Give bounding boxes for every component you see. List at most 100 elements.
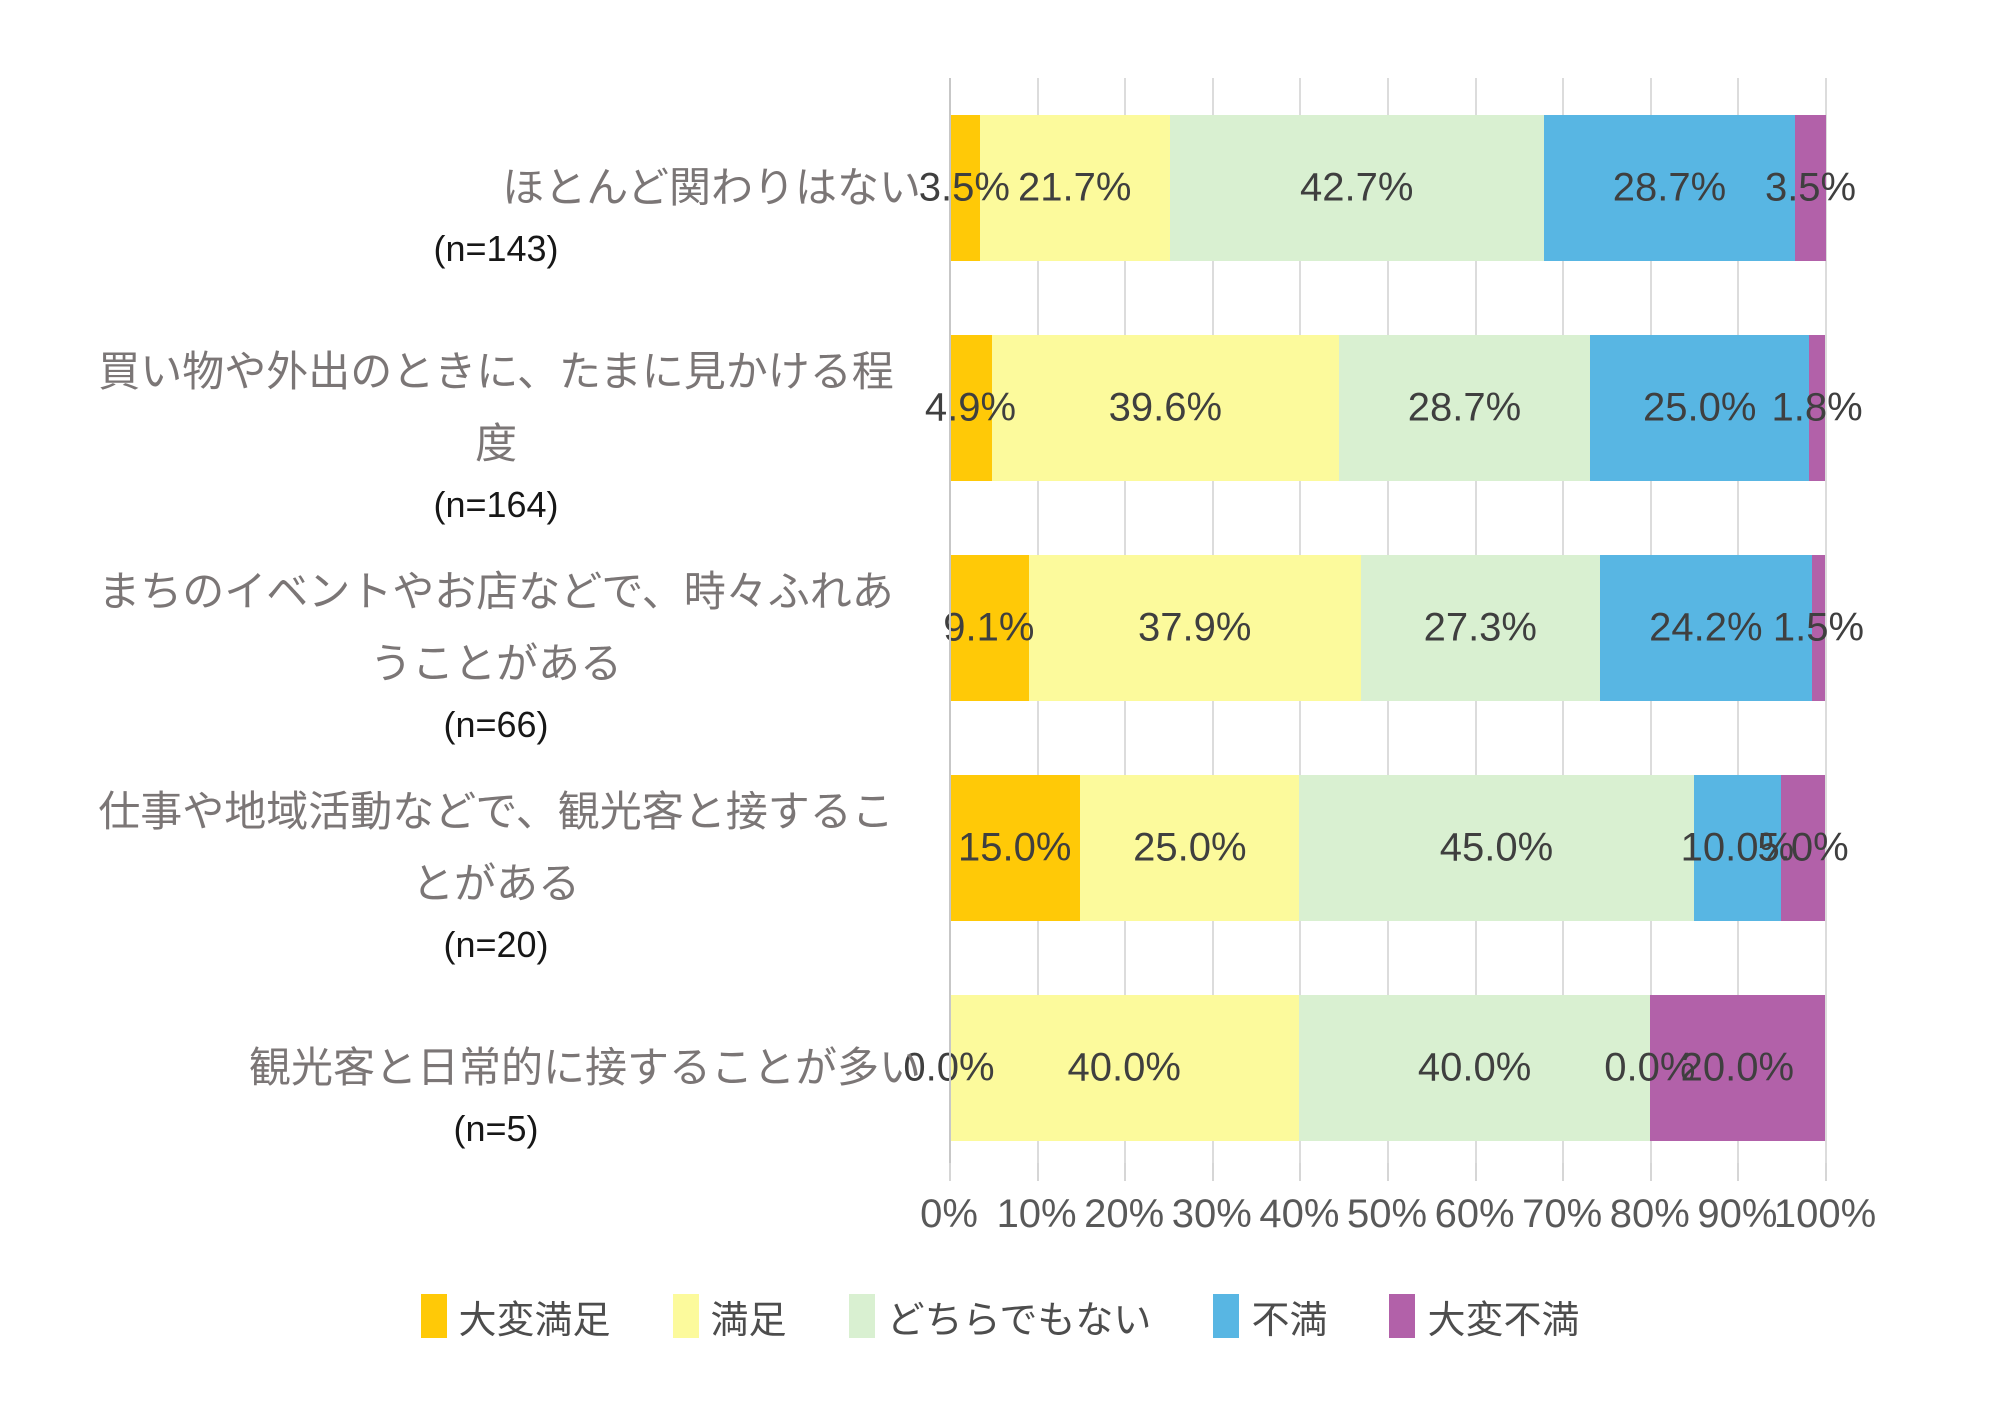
- axis-tick: [1562, 1163, 1565, 1181]
- bar-segment-満足: [949, 995, 1300, 1141]
- category-label: まちのイベントやお店などで、時々ふれあ うことがある: [55, 556, 937, 700]
- value-label: 1.5%: [1772, 605, 1865, 650]
- value-label: 39.6%: [1108, 385, 1223, 430]
- bar-segment-大変不満: [1649, 995, 1825, 1141]
- value-label: 25.0%: [1133, 825, 1247, 870]
- x-axis-tick-label: 10%: [996, 1192, 1077, 1236]
- value-label: 4.9%: [924, 385, 1017, 430]
- value-label: 0.0%: [1604, 1045, 1696, 1090]
- axis-tick: [1387, 1163, 1389, 1181]
- axis-tick: [1299, 1163, 1302, 1181]
- value-label: 21.7%: [1017, 165, 1132, 210]
- legend-swatch-icon: [848, 1294, 875, 1338]
- axis-tick: [1737, 1163, 1740, 1181]
- value-label: 3.5%: [918, 165, 1010, 210]
- sample-size-label: (n=143): [433, 228, 559, 269]
- bar-segment-大変満足: [949, 775, 1081, 921]
- category-label: 買い物や外出のときに、たまに見かける程度: [55, 336, 937, 480]
- legend-item: どちらでもない: [848, 1289, 1152, 1344]
- value-label: 27.3%: [1423, 605, 1537, 650]
- value-label: 9.1%: [943, 605, 1035, 650]
- bar-segment-満足: [979, 115, 1170, 261]
- value-label: 10.0%: [1680, 825, 1795, 870]
- sample-size-label: (n=66): [443, 704, 549, 745]
- category-label-line: まちのイベントやお店などで、時々ふれあ: [98, 568, 894, 615]
- category-label: 観光客と日常的に接することが多い: [55, 1032, 937, 1104]
- value-label: 3.5%: [1764, 165, 1857, 210]
- bar-segment-不満: [1693, 775, 1782, 921]
- sample-size-label: (n=164): [433, 484, 559, 525]
- value-label: 20.0%: [1680, 1045, 1795, 1090]
- bar-segment-不満: [1599, 555, 1812, 701]
- value-label: 45.0%: [1439, 825, 1554, 870]
- axis-tick: [1825, 1163, 1827, 1181]
- axis-tick: [1211, 1163, 1214, 1181]
- bar-segment-大変不満: [1795, 115, 1826, 261]
- bar-segment-大変満足: [949, 555, 1029, 701]
- category-label-line: ほとんど関わりはない: [502, 164, 921, 211]
- legend-swatch-icon: [672, 1294, 699, 1338]
- value-label: 5.0%: [1757, 825, 1849, 870]
- legend-label: 不満: [1251, 1299, 1328, 1342]
- axis-tick: [1474, 1163, 1477, 1181]
- legend-label: 満足: [710, 1299, 787, 1342]
- category-label-line: とがある: [411, 860, 580, 907]
- legend-swatch-icon: [1389, 1294, 1416, 1338]
- value-label: 40.0%: [1417, 1045, 1532, 1090]
- category-label-line: 度: [474, 420, 517, 467]
- bar-segment-大変不満: [1781, 775, 1825, 921]
- legend-label: 大変満足: [458, 1299, 611, 1342]
- value-label: 42.7%: [1300, 165, 1414, 210]
- bar-segment-満足: [1080, 775, 1300, 921]
- x-axis-tick-label: 60%: [1434, 1192, 1515, 1236]
- bar-segment-不満: [1590, 335, 1810, 481]
- legend-label: 大変不満: [1427, 1299, 1580, 1342]
- bar-segment-どちらでもない: [1338, 335, 1591, 481]
- bar-segment-どちらでもない: [1299, 775, 1694, 921]
- value-label: 25.0%: [1643, 385, 1757, 430]
- x-axis-tick-label: 20%: [1084, 1192, 1165, 1236]
- value-label: 40.0%: [1067, 1045, 1181, 1090]
- value-label: 24.2%: [1649, 605, 1763, 650]
- legend-swatch-icon: [1213, 1294, 1240, 1338]
- legend: 大変満足 満足 どちらでもない 不満 大変不満: [0, 1288, 2000, 1344]
- bar-segment-大変不満: [1811, 555, 1825, 701]
- legend-label: どちらでもない: [886, 1299, 1152, 1342]
- bar-segment-満足: [1028, 555, 1361, 701]
- value-label: 15.0%: [957, 825, 1072, 870]
- x-axis-tick-label: 30%: [1171, 1192, 1252, 1236]
- legend-swatch-icon: [420, 1294, 447, 1338]
- value-label: 28.7%: [1407, 385, 1522, 430]
- y-axis-line: [949, 78, 951, 1163]
- bar-segment-どちらでもない: [1360, 555, 1600, 701]
- bar-segment-大変満足: [949, 335, 992, 481]
- x-axis-tick-label: 0%: [920, 1192, 978, 1236]
- value-label: 28.7%: [1612, 165, 1727, 210]
- legend-item: 満足: [672, 1289, 787, 1344]
- legend-item: 不満: [1213, 1289, 1327, 1344]
- legend-item: 大変満足: [420, 1289, 611, 1344]
- category-label-line: 買い物や外出のときに、たまに見かける程: [98, 348, 894, 395]
- bar-segment-大変満足: [949, 115, 980, 261]
- sample-size-label: (n=20): [443, 924, 549, 965]
- axis-tick: [949, 1163, 951, 1181]
- category-label-line: 観光客と日常的に接することが多い: [248, 1044, 921, 1091]
- bar-segment-どちらでもない: [1299, 995, 1650, 1141]
- x-axis-tick-label: 70%: [1522, 1192, 1603, 1236]
- category-label-line: うことがある: [369, 640, 622, 687]
- sample-size-label: (n=5): [453, 1108, 539, 1149]
- bar-segment-どちらでもない: [1169, 115, 1544, 261]
- x-axis-tick-label: 40%: [1259, 1192, 1340, 1236]
- x-axis-tick-label: 90%: [1697, 1192, 1778, 1236]
- x-axis-tick-label: 100%: [1773, 1192, 1877, 1236]
- bar-segment-不満: [1543, 115, 1796, 261]
- axis-tick: [1036, 1163, 1039, 1181]
- bar-segment-大変不満: [1809, 335, 1825, 481]
- category-label-line: 仕事や地域活動などで、観光客と接するこ: [98, 788, 894, 835]
- axis-tick: [1649, 1163, 1652, 1181]
- x-axis-tick-label: 50%: [1346, 1192, 1428, 1236]
- value-label: 1.8%: [1771, 385, 1863, 430]
- gridline: [1825, 78, 1827, 1163]
- x-axis-tick-label: 80%: [1609, 1192, 1690, 1236]
